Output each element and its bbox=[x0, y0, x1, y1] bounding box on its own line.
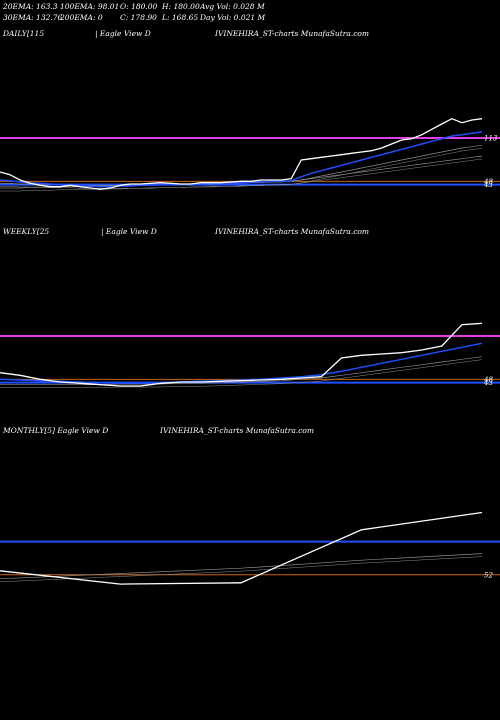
stat-20ema: 20EMA: 163.3 bbox=[3, 2, 58, 11]
panel-2-chart: 52 bbox=[0, 511, 500, 585]
stat-avg-vol: Avg Vol: 0.028 M bbox=[200, 2, 265, 11]
weekly-view-label: | Eagle View D bbox=[101, 227, 157, 236]
panel-1-series-ema-slow-band bbox=[0, 359, 483, 388]
stat-day-vol: Day Vol: 0.021 M bbox=[200, 13, 266, 22]
panel-0-tick-label: 113 bbox=[484, 135, 498, 143]
weekly-brand-label: IVINEHIRA_ST-charts MunafaSutra.com bbox=[215, 227, 370, 236]
daily-brand-label: IVINEHIRA_ST-charts MunafaSutra.com bbox=[215, 29, 370, 38]
panel-0-series-price bbox=[0, 117, 483, 190]
monthly-period-label: MONTHLY[5] Eagle View D bbox=[3, 426, 109, 435]
daily-period-label: DAILY[115 bbox=[3, 29, 45, 38]
panel-0-tick-label: 48 bbox=[483, 178, 493, 186]
stat-open: O: 180.00 bbox=[120, 2, 158, 11]
stat-100ema: 100EMA: 98.01 bbox=[60, 2, 120, 11]
panel-0-tick-label: 43 bbox=[483, 181, 493, 189]
stat-low: L: 168.65 bbox=[162, 13, 199, 22]
panel-0-series-ema-slow-band bbox=[0, 158, 483, 192]
panel-2-series-ema-slow bbox=[0, 553, 483, 580]
stat-30ema: 30EMA: 132.76 bbox=[3, 13, 63, 22]
panel-0-series-ema-fast bbox=[0, 131, 483, 188]
panel-1-series-price bbox=[0, 322, 483, 387]
panel-1-tick-label: 43 bbox=[483, 379, 493, 387]
stat-high: H: 180.00 bbox=[162, 2, 200, 11]
panel-2-series-price bbox=[0, 511, 483, 585]
panel-1-series-ema-fast bbox=[0, 342, 483, 385]
panel-1-tick-label: 48 bbox=[483, 376, 493, 384]
monthly-brand-label: IVINEHIRA_ST-charts MunafaSutra.com bbox=[160, 426, 315, 435]
panel-1-series-ema-slow bbox=[0, 356, 483, 386]
panel-2-series-ema-slow-band bbox=[0, 556, 483, 583]
stat-200ema: 200EMA: 0 bbox=[60, 13, 103, 22]
stat-close: C: 178.90 bbox=[120, 13, 157, 22]
panel-2-tick-label: 52 bbox=[484, 571, 493, 579]
panel-0-series-ema-mid-band bbox=[0, 148, 483, 189]
weekly-period-label: WEEKLY[25 bbox=[3, 227, 50, 236]
daily-view-label: | Eagle View D bbox=[95, 29, 151, 38]
